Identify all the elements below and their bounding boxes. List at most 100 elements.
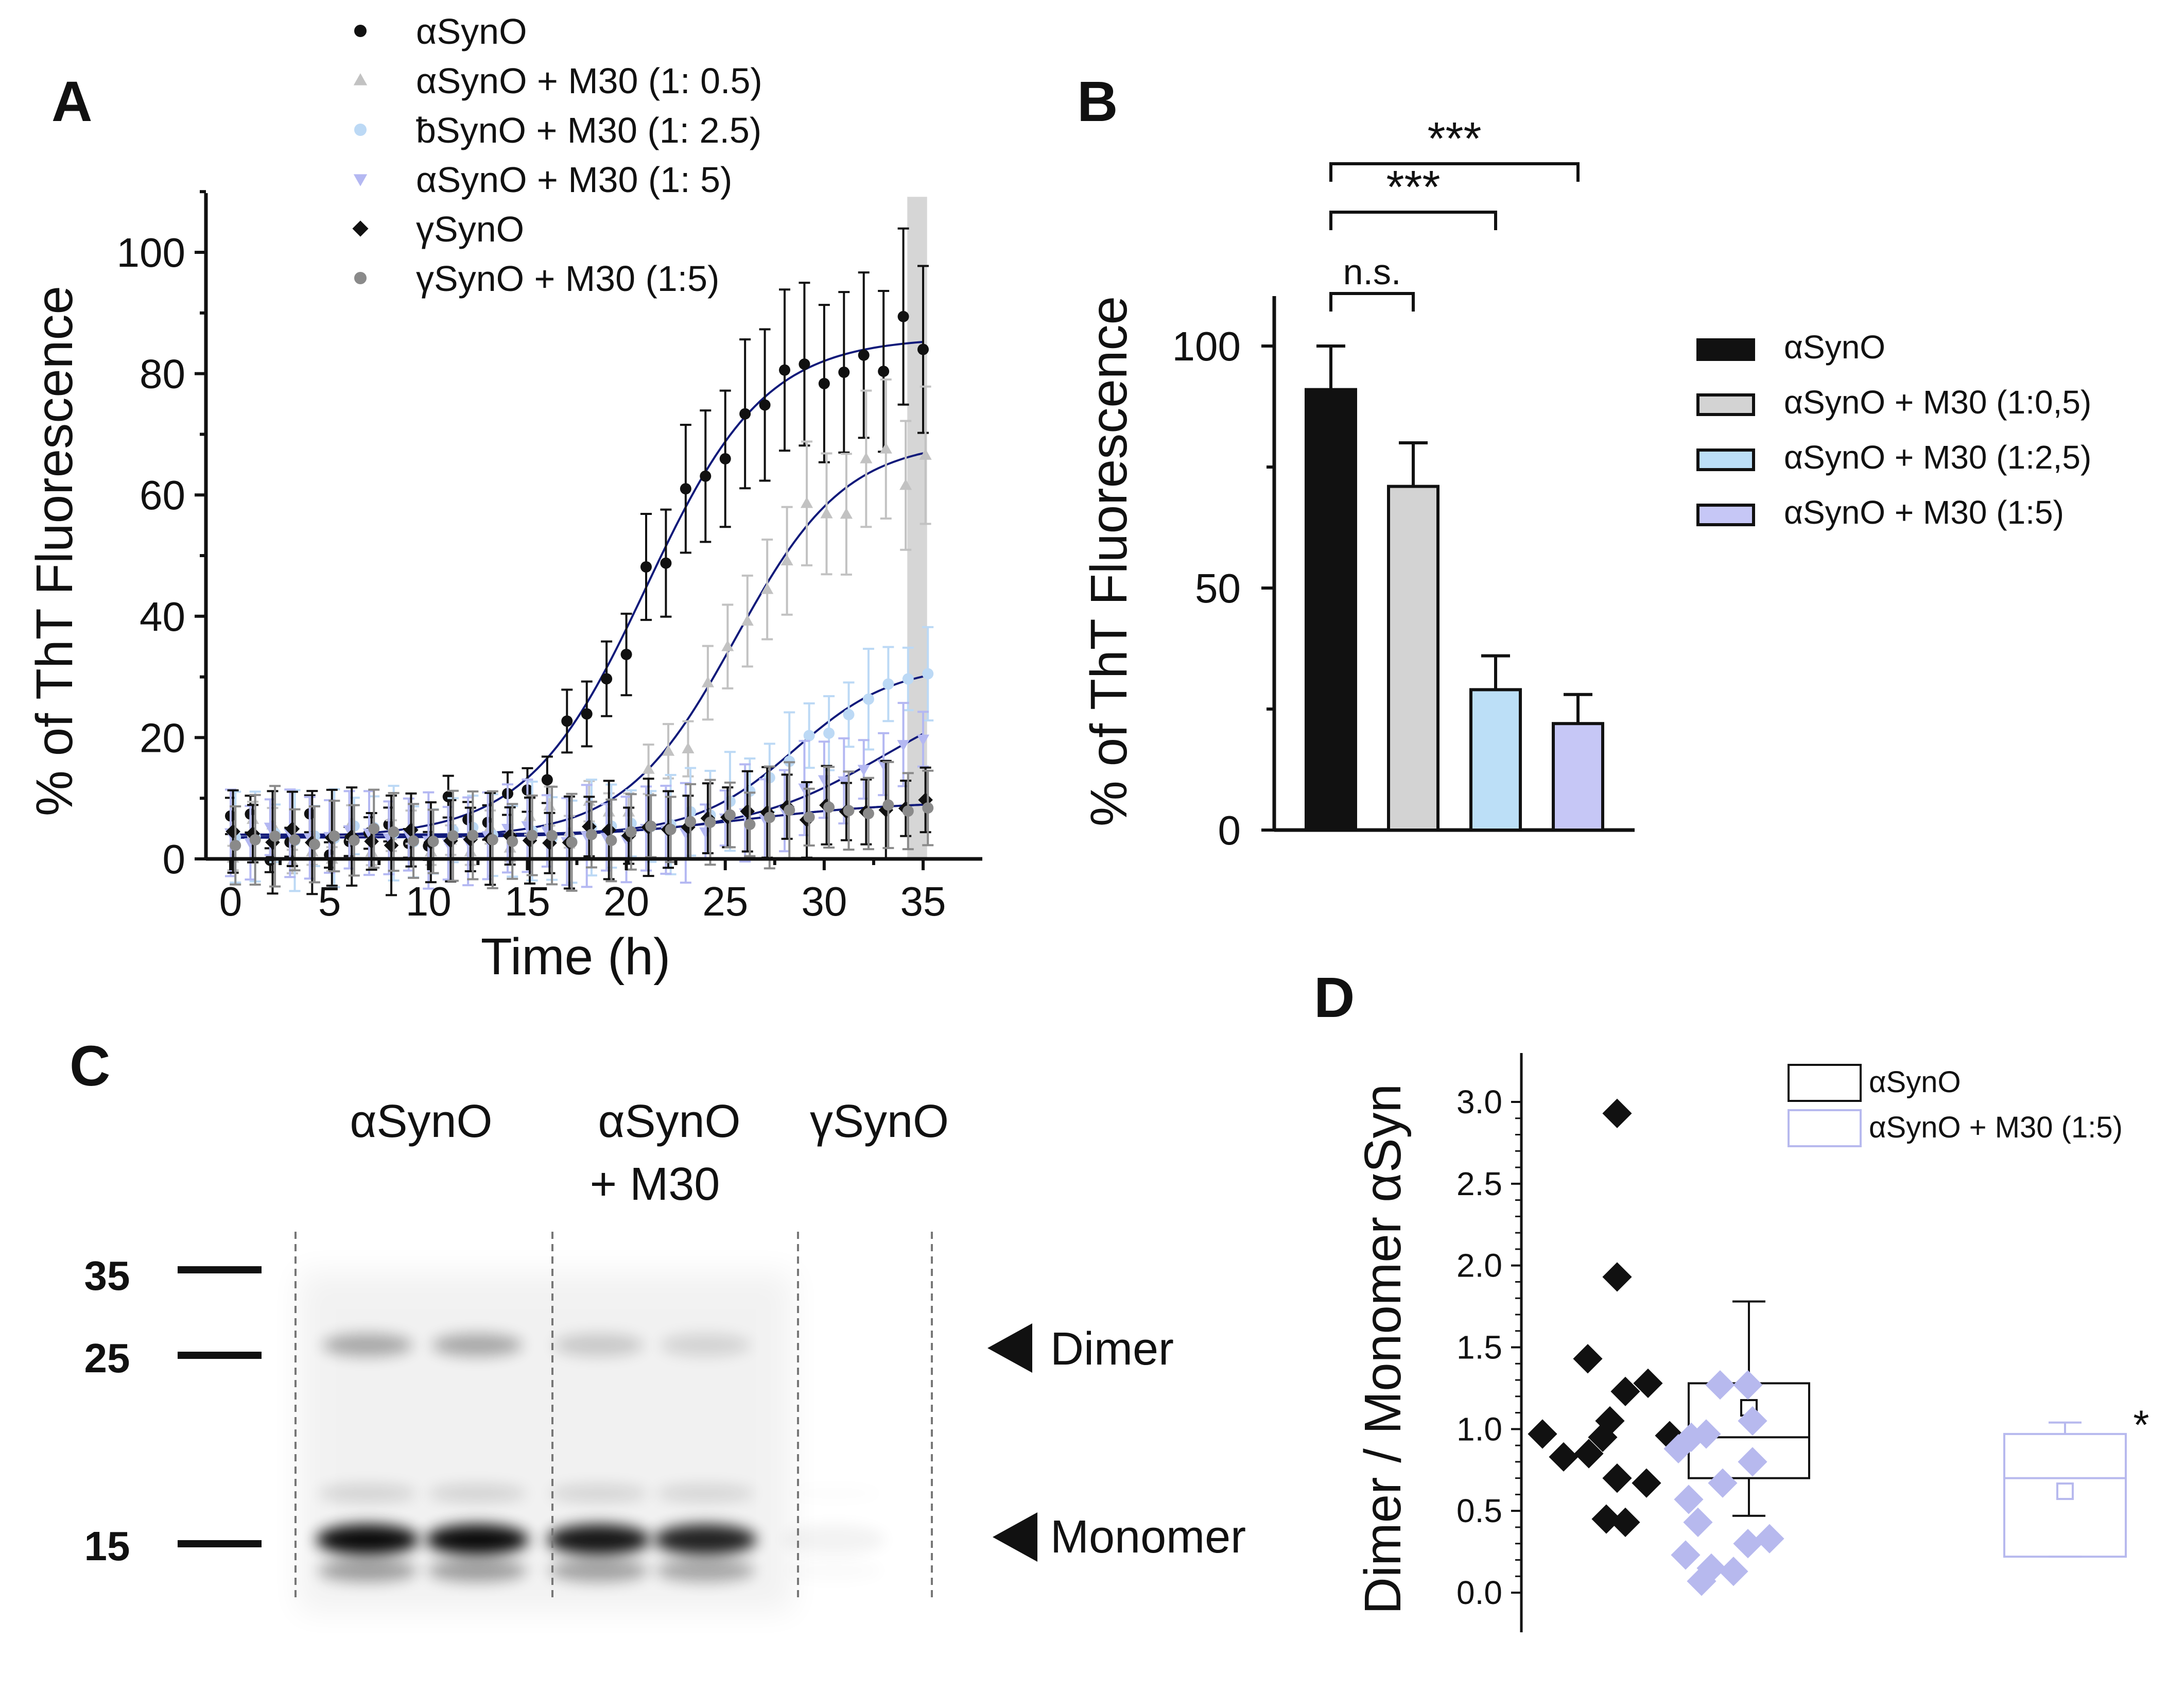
y-tick-label: 2.0 bbox=[1456, 1247, 1502, 1284]
data-point bbox=[581, 708, 593, 720]
y-tick-label: 1.5 bbox=[1456, 1329, 1502, 1366]
fit-curve bbox=[231, 452, 924, 839]
data-point bbox=[840, 507, 853, 519]
blot-background bbox=[299, 1272, 793, 1612]
data-point bbox=[843, 805, 855, 817]
legend-label: ƀSynO + M30 (1: 2.5) bbox=[416, 110, 761, 150]
data-point bbox=[838, 776, 851, 788]
data-point bbox=[566, 836, 578, 848]
data-point bbox=[269, 830, 281, 842]
smear bbox=[318, 1484, 417, 1503]
data-point bbox=[660, 557, 672, 569]
x-tick-label: 15 bbox=[505, 878, 550, 924]
data-point bbox=[526, 830, 538, 841]
data-points bbox=[224, 227, 934, 896]
lane-label-asyn: αSynO bbox=[350, 1096, 492, 1147]
monomer-arrow-icon bbox=[993, 1512, 1037, 1562]
data-point bbox=[1683, 1507, 1713, 1538]
data-point bbox=[1602, 1098, 1632, 1128]
y-tick-label: 100 bbox=[1172, 323, 1241, 369]
significance-label: *** bbox=[1386, 162, 1440, 213]
data-point bbox=[1708, 1468, 1738, 1498]
axis-ticks: 0 50 100 bbox=[1172, 323, 1274, 853]
legend-marker bbox=[353, 174, 368, 186]
fit-curve bbox=[230, 341, 924, 838]
data-point bbox=[701, 676, 714, 687]
legend-label: αSynO + M30 (1:2,5) bbox=[1784, 439, 2091, 476]
legend-marker bbox=[352, 220, 369, 237]
data-point bbox=[882, 678, 894, 690]
y-tick-label: 0.0 bbox=[1456, 1574, 1502, 1611]
data-point bbox=[289, 834, 301, 846]
data-point bbox=[408, 835, 420, 847]
data-point bbox=[585, 829, 597, 840]
legend-label: αSynO bbox=[416, 11, 527, 51]
data-point bbox=[1663, 1434, 1693, 1464]
y-tick-label: 60 bbox=[140, 472, 185, 518]
y-tick-label: 0.5 bbox=[1456, 1492, 1502, 1529]
dimer-arrow-icon bbox=[987, 1323, 1032, 1373]
data-point bbox=[507, 836, 518, 848]
x-tick-label: 10 bbox=[406, 878, 452, 924]
data-point bbox=[546, 830, 558, 841]
y-tick-label: 100 bbox=[117, 230, 185, 275]
monomer-band bbox=[654, 1524, 757, 1555]
legend-label: αSynO + M30 (1:5) bbox=[1869, 1111, 2123, 1144]
data-point bbox=[902, 805, 914, 817]
significance-label: *** bbox=[1427, 113, 1481, 165]
x-tick-label: 25 bbox=[702, 878, 748, 924]
data-groups: * bbox=[1528, 1098, 2149, 1596]
monomer-label: Monomer bbox=[1050, 1511, 1246, 1563]
data-point bbox=[620, 648, 632, 660]
data-point bbox=[680, 483, 691, 495]
marker-35-label: 35 bbox=[84, 1253, 130, 1299]
data-point bbox=[1738, 1447, 1767, 1477]
data-point bbox=[605, 835, 617, 847]
data-point bbox=[838, 366, 850, 378]
data-point bbox=[919, 448, 932, 460]
data-point bbox=[902, 673, 914, 685]
bars bbox=[1305, 344, 1604, 832]
significance-brackets: n.s. ****** bbox=[1329, 113, 1580, 312]
fit-curves bbox=[230, 341, 924, 839]
data-point bbox=[1733, 1529, 1763, 1559]
data-point bbox=[230, 839, 241, 851]
monomer-band bbox=[547, 1524, 650, 1555]
y-tick-label: 50 bbox=[1195, 565, 1241, 611]
monomer-band bbox=[426, 1524, 529, 1555]
bar bbox=[1552, 722, 1604, 832]
data-point bbox=[1671, 1540, 1701, 1570]
data-point bbox=[779, 364, 790, 376]
legend: αSynO αSynO + M30 (1:5) bbox=[1788, 1064, 2123, 1147]
bar bbox=[1305, 388, 1357, 832]
bracket bbox=[1329, 292, 1415, 312]
legend-swatch bbox=[1696, 448, 1755, 471]
data-point bbox=[1755, 1524, 1784, 1554]
dimer-band bbox=[553, 1334, 644, 1356]
data-point bbox=[916, 734, 930, 746]
legend-label: γSynO + M30 (1:5) bbox=[416, 258, 719, 299]
data-point bbox=[561, 715, 573, 727]
data-point bbox=[1705, 1370, 1735, 1400]
legend-label: αSynO bbox=[1869, 1065, 1961, 1099]
mean-marker bbox=[2056, 1482, 2074, 1500]
data-point bbox=[882, 799, 894, 811]
data-point bbox=[1687, 1566, 1716, 1596]
data-point bbox=[917, 343, 929, 355]
panel-c: C αSynO αSynO + M30 γSynO 35 25 15 Dimer… bbox=[70, 1034, 1246, 1612]
monomer-band-lower bbox=[656, 1559, 755, 1582]
dimer-label: Dimer bbox=[1050, 1323, 1174, 1375]
panel-c-label: C bbox=[70, 1034, 110, 1098]
data-point bbox=[784, 804, 795, 816]
data-point bbox=[467, 830, 479, 841]
data-point bbox=[759, 399, 771, 411]
legend-label: αSynO + M30 (1: 5) bbox=[416, 160, 732, 200]
data-point bbox=[862, 693, 874, 705]
data-point bbox=[541, 774, 553, 786]
bar bbox=[1469, 688, 1522, 832]
x-axis-title: Time (h) bbox=[481, 928, 671, 986]
lane-label-asyn-m30: αSynO bbox=[598, 1096, 740, 1147]
data-point bbox=[719, 453, 731, 464]
data-point bbox=[744, 818, 756, 830]
bar bbox=[1387, 485, 1439, 832]
